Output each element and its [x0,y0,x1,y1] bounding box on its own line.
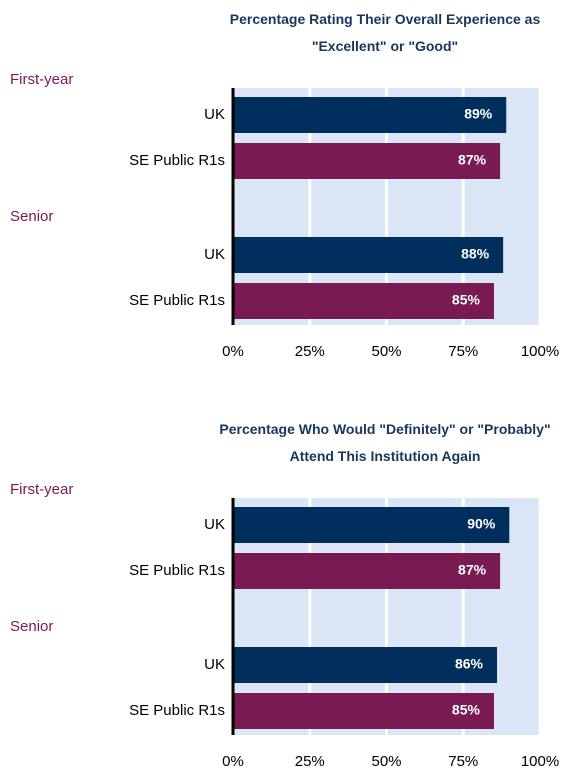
category-label: SE Public R1s [129,562,225,579]
value-label: 90% [467,516,496,532]
group-label: Senior [10,208,53,225]
category-label: UK [204,246,225,263]
group-label: Senior [10,618,53,635]
x-tick-label: 0% [222,753,244,770]
category-label: SE Public R1s [129,702,225,719]
x-tick-label: 75% [448,753,478,770]
bar [233,237,504,273]
category-label: SE Public R1s [129,152,225,169]
chart-title: Percentage Rating Their Overall Experien… [229,11,541,54]
value-label: 88% [461,246,490,262]
chart: 0% 25% 50% 75% 100% First-year UK 90% SE Public … [10,481,559,770]
group-label: First-year [10,481,73,498]
group-label: First-year [10,71,73,88]
value-label: 86% [455,656,484,672]
x-tick-label: 75% [448,343,478,360]
category-label: UK [204,516,225,533]
x-tick-label: 100% [521,753,559,770]
bar [233,647,498,683]
value-label: 85% [452,702,481,718]
category-label: UK [204,656,225,673]
value-label: 87% [458,152,487,168]
bar [233,693,494,729]
value-label: 85% [452,292,481,308]
chart-title: Percentage Who Would "Definitely" or "Pr… [219,421,551,464]
x-tick-label: 50% [371,343,401,360]
category-label: UK [204,106,225,123]
bar [233,143,501,179]
bar [233,553,501,589]
x-tick-label: 50% [371,753,401,770]
chart-panel: Percentage Who Would "Definitely" or "Pr… [0,410,580,770]
bar [233,507,510,543]
x-tick-label: 100% [521,343,559,360]
chart: 0% 25% 50% 75% 100% First-year UK 89% SE Public … [10,71,559,360]
value-label: 89% [464,106,493,122]
bar [233,283,494,319]
chart-panel: Percentage Rating Their Overall Experien… [10,11,559,360]
x-tick-label: 25% [295,343,325,360]
category-label: SE Public R1s [129,292,225,309]
value-label: 87% [458,562,487,578]
x-tick-label: 25% [295,753,325,770]
x-tick-label: 0% [222,343,244,360]
bar [233,97,507,133]
